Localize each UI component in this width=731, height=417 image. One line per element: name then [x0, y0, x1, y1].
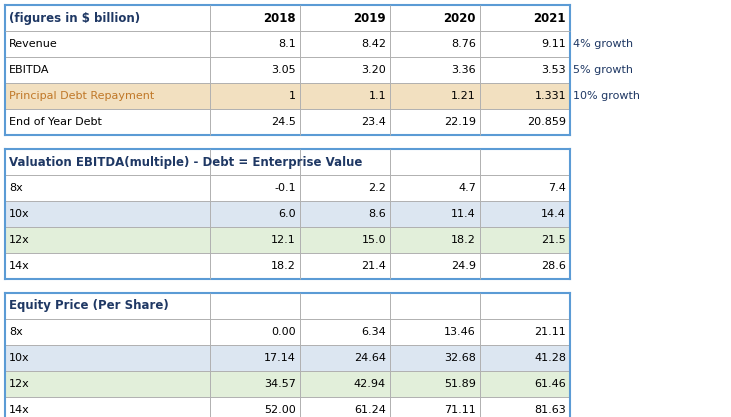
Text: 41.28: 41.28 [534, 353, 566, 363]
Text: 12.1: 12.1 [271, 235, 296, 245]
Text: 5% growth: 5% growth [573, 65, 633, 75]
Text: 15.0: 15.0 [361, 235, 386, 245]
Text: 18.2: 18.2 [271, 261, 296, 271]
Text: 20.859: 20.859 [527, 117, 566, 127]
Text: 52.00: 52.00 [264, 405, 296, 415]
Text: 3.20: 3.20 [361, 65, 386, 75]
Bar [5, 175, 570, 201]
Bar [5, 227, 570, 253]
Text: 42.94: 42.94 [354, 379, 386, 389]
Text: 1: 1 [289, 91, 296, 101]
Text: 8.42: 8.42 [361, 39, 386, 49]
Text: 2021: 2021 [534, 12, 566, 25]
Text: 3.53: 3.53 [542, 65, 566, 75]
Text: 32.68: 32.68 [444, 353, 476, 363]
Text: 28.6: 28.6 [541, 261, 566, 271]
Text: 4% growth: 4% growth [573, 39, 633, 49]
Text: 6.0: 6.0 [279, 209, 296, 219]
Text: 8.1: 8.1 [279, 39, 296, 49]
Text: 71.11: 71.11 [444, 405, 476, 415]
Text: 7.4: 7.4 [548, 183, 566, 193]
Bar [5, 253, 570, 279]
Text: EBITDA: EBITDA [9, 65, 50, 75]
Text: Principal Debt Repayment: Principal Debt Repayment [9, 91, 154, 101]
Text: 23.4: 23.4 [361, 117, 386, 127]
Text: 8.6: 8.6 [368, 209, 386, 219]
Text: 61.46: 61.46 [534, 379, 566, 389]
Text: 1.21: 1.21 [451, 91, 476, 101]
Text: End of Year Debt: End of Year Debt [9, 117, 102, 127]
Bar [5, 201, 570, 227]
Text: Equity Price (Per Share): Equity Price (Per Share) [9, 299, 169, 312]
Text: 81.63: 81.63 [534, 405, 566, 415]
Bar [5, 83, 570, 109]
Bar [5, 5, 570, 31]
Text: 6.34: 6.34 [361, 327, 386, 337]
Text: 17.14: 17.14 [264, 353, 296, 363]
Text: 2018: 2018 [263, 12, 296, 25]
Bar [5, 293, 570, 319]
Text: 0.00: 0.00 [271, 327, 296, 337]
Text: 14x: 14x [9, 405, 30, 415]
Text: 10x: 10x [9, 353, 30, 363]
Text: 12x: 12x [9, 235, 30, 245]
Bar [5, 31, 570, 57]
Text: 8x: 8x [9, 183, 23, 193]
Bar [5, 371, 570, 397]
Text: 1.1: 1.1 [368, 91, 386, 101]
Text: 10% growth: 10% growth [573, 91, 640, 101]
Text: 34.57: 34.57 [264, 379, 296, 389]
Text: 61.24: 61.24 [354, 405, 386, 415]
Text: Valuation EBITDA(multiple) - Debt = Enterprise Value: Valuation EBITDA(multiple) - Debt = Ente… [9, 156, 363, 168]
Text: 24.5: 24.5 [271, 117, 296, 127]
Text: 1.331: 1.331 [534, 91, 566, 101]
Text: 10x: 10x [9, 209, 30, 219]
Text: (figures in $ billion): (figures in $ billion) [9, 12, 140, 25]
Text: 24.9: 24.9 [451, 261, 476, 271]
Text: 3.36: 3.36 [451, 65, 476, 75]
Text: 11.4: 11.4 [451, 209, 476, 219]
Text: 51.89: 51.89 [444, 379, 476, 389]
Text: 4.7: 4.7 [458, 183, 476, 193]
Bar [5, 57, 570, 83]
Bar [5, 109, 570, 135]
Text: 12x: 12x [9, 379, 30, 389]
Text: -0.1: -0.1 [274, 183, 296, 193]
Text: 9.11: 9.11 [541, 39, 566, 49]
Text: 21.4: 21.4 [361, 261, 386, 271]
Text: 8x: 8x [9, 327, 23, 337]
Text: 13.46: 13.46 [444, 327, 476, 337]
Text: 21.5: 21.5 [541, 235, 566, 245]
Text: 14.4: 14.4 [541, 209, 566, 219]
Text: 2.2: 2.2 [368, 183, 386, 193]
Text: 2019: 2019 [353, 12, 386, 25]
Text: 18.2: 18.2 [451, 235, 476, 245]
Bar [5, 319, 570, 345]
Text: 8.76: 8.76 [451, 39, 476, 49]
Text: 21.11: 21.11 [534, 327, 566, 337]
Bar [5, 149, 570, 175]
Text: Revenue: Revenue [9, 39, 58, 49]
Text: 2020: 2020 [444, 12, 476, 25]
Text: 22.19: 22.19 [444, 117, 476, 127]
Text: 24.64: 24.64 [354, 353, 386, 363]
Text: 3.05: 3.05 [271, 65, 296, 75]
Bar [5, 345, 570, 371]
Text: 14x: 14x [9, 261, 30, 271]
Bar [5, 397, 570, 417]
